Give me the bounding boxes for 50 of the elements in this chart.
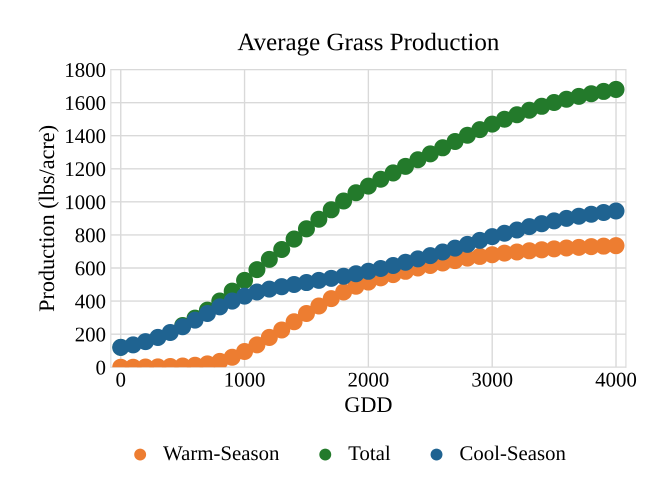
y-tick-label: 1800 (66, 62, 106, 78)
y-axis-title: Production (lbs/acre) (38, 126, 59, 312)
point (347, 184, 365, 202)
x-tick-label: 4000 (596, 372, 636, 387)
point (360, 178, 377, 195)
point (286, 313, 303, 330)
y-tick-label: 1600 (66, 96, 106, 110)
point (310, 210, 328, 228)
point (434, 139, 452, 156)
point (298, 220, 315, 238)
point (335, 192, 352, 210)
point (260, 328, 278, 346)
point (298, 304, 315, 322)
point (422, 145, 439, 162)
x-tick-label: 2000 (348, 372, 388, 387)
legend-label: Cool-Season (460, 446, 566, 460)
point (608, 80, 625, 98)
x-tick-label: 0 (116, 372, 126, 387)
y-tick-label: 1200 (66, 162, 106, 176)
point (236, 342, 254, 360)
point (322, 290, 340, 308)
y-tick-label: 0 (96, 360, 106, 375)
point (397, 158, 414, 175)
point (608, 237, 625, 254)
y-tick-label: 1400 (66, 129, 106, 144)
y-tick-label: 600 (76, 261, 106, 276)
y-tick-label: 200 (76, 328, 106, 342)
x-axis-title: GDD (345, 397, 392, 412)
y-tick-label: 800 (76, 228, 106, 242)
y-tick-label: 1000 (66, 195, 106, 210)
point (273, 240, 290, 258)
chart-title: Average Grass Production (238, 32, 499, 56)
point (236, 272, 254, 289)
legend-label: Total (348, 446, 390, 460)
point (248, 261, 266, 278)
point (260, 250, 278, 268)
point (608, 202, 625, 220)
y-tick-label: 400 (75, 294, 106, 308)
point (322, 201, 340, 218)
point (286, 230, 303, 248)
point (446, 133, 464, 150)
x-tick-label: 1000 (226, 372, 265, 387)
point (409, 151, 426, 168)
x-tick-label: 3000 (472, 372, 512, 387)
point (248, 336, 266, 354)
legend-label: Warm-Season (163, 446, 280, 460)
point (310, 298, 328, 315)
point (384, 164, 402, 182)
point (273, 321, 290, 339)
point (198, 304, 216, 322)
